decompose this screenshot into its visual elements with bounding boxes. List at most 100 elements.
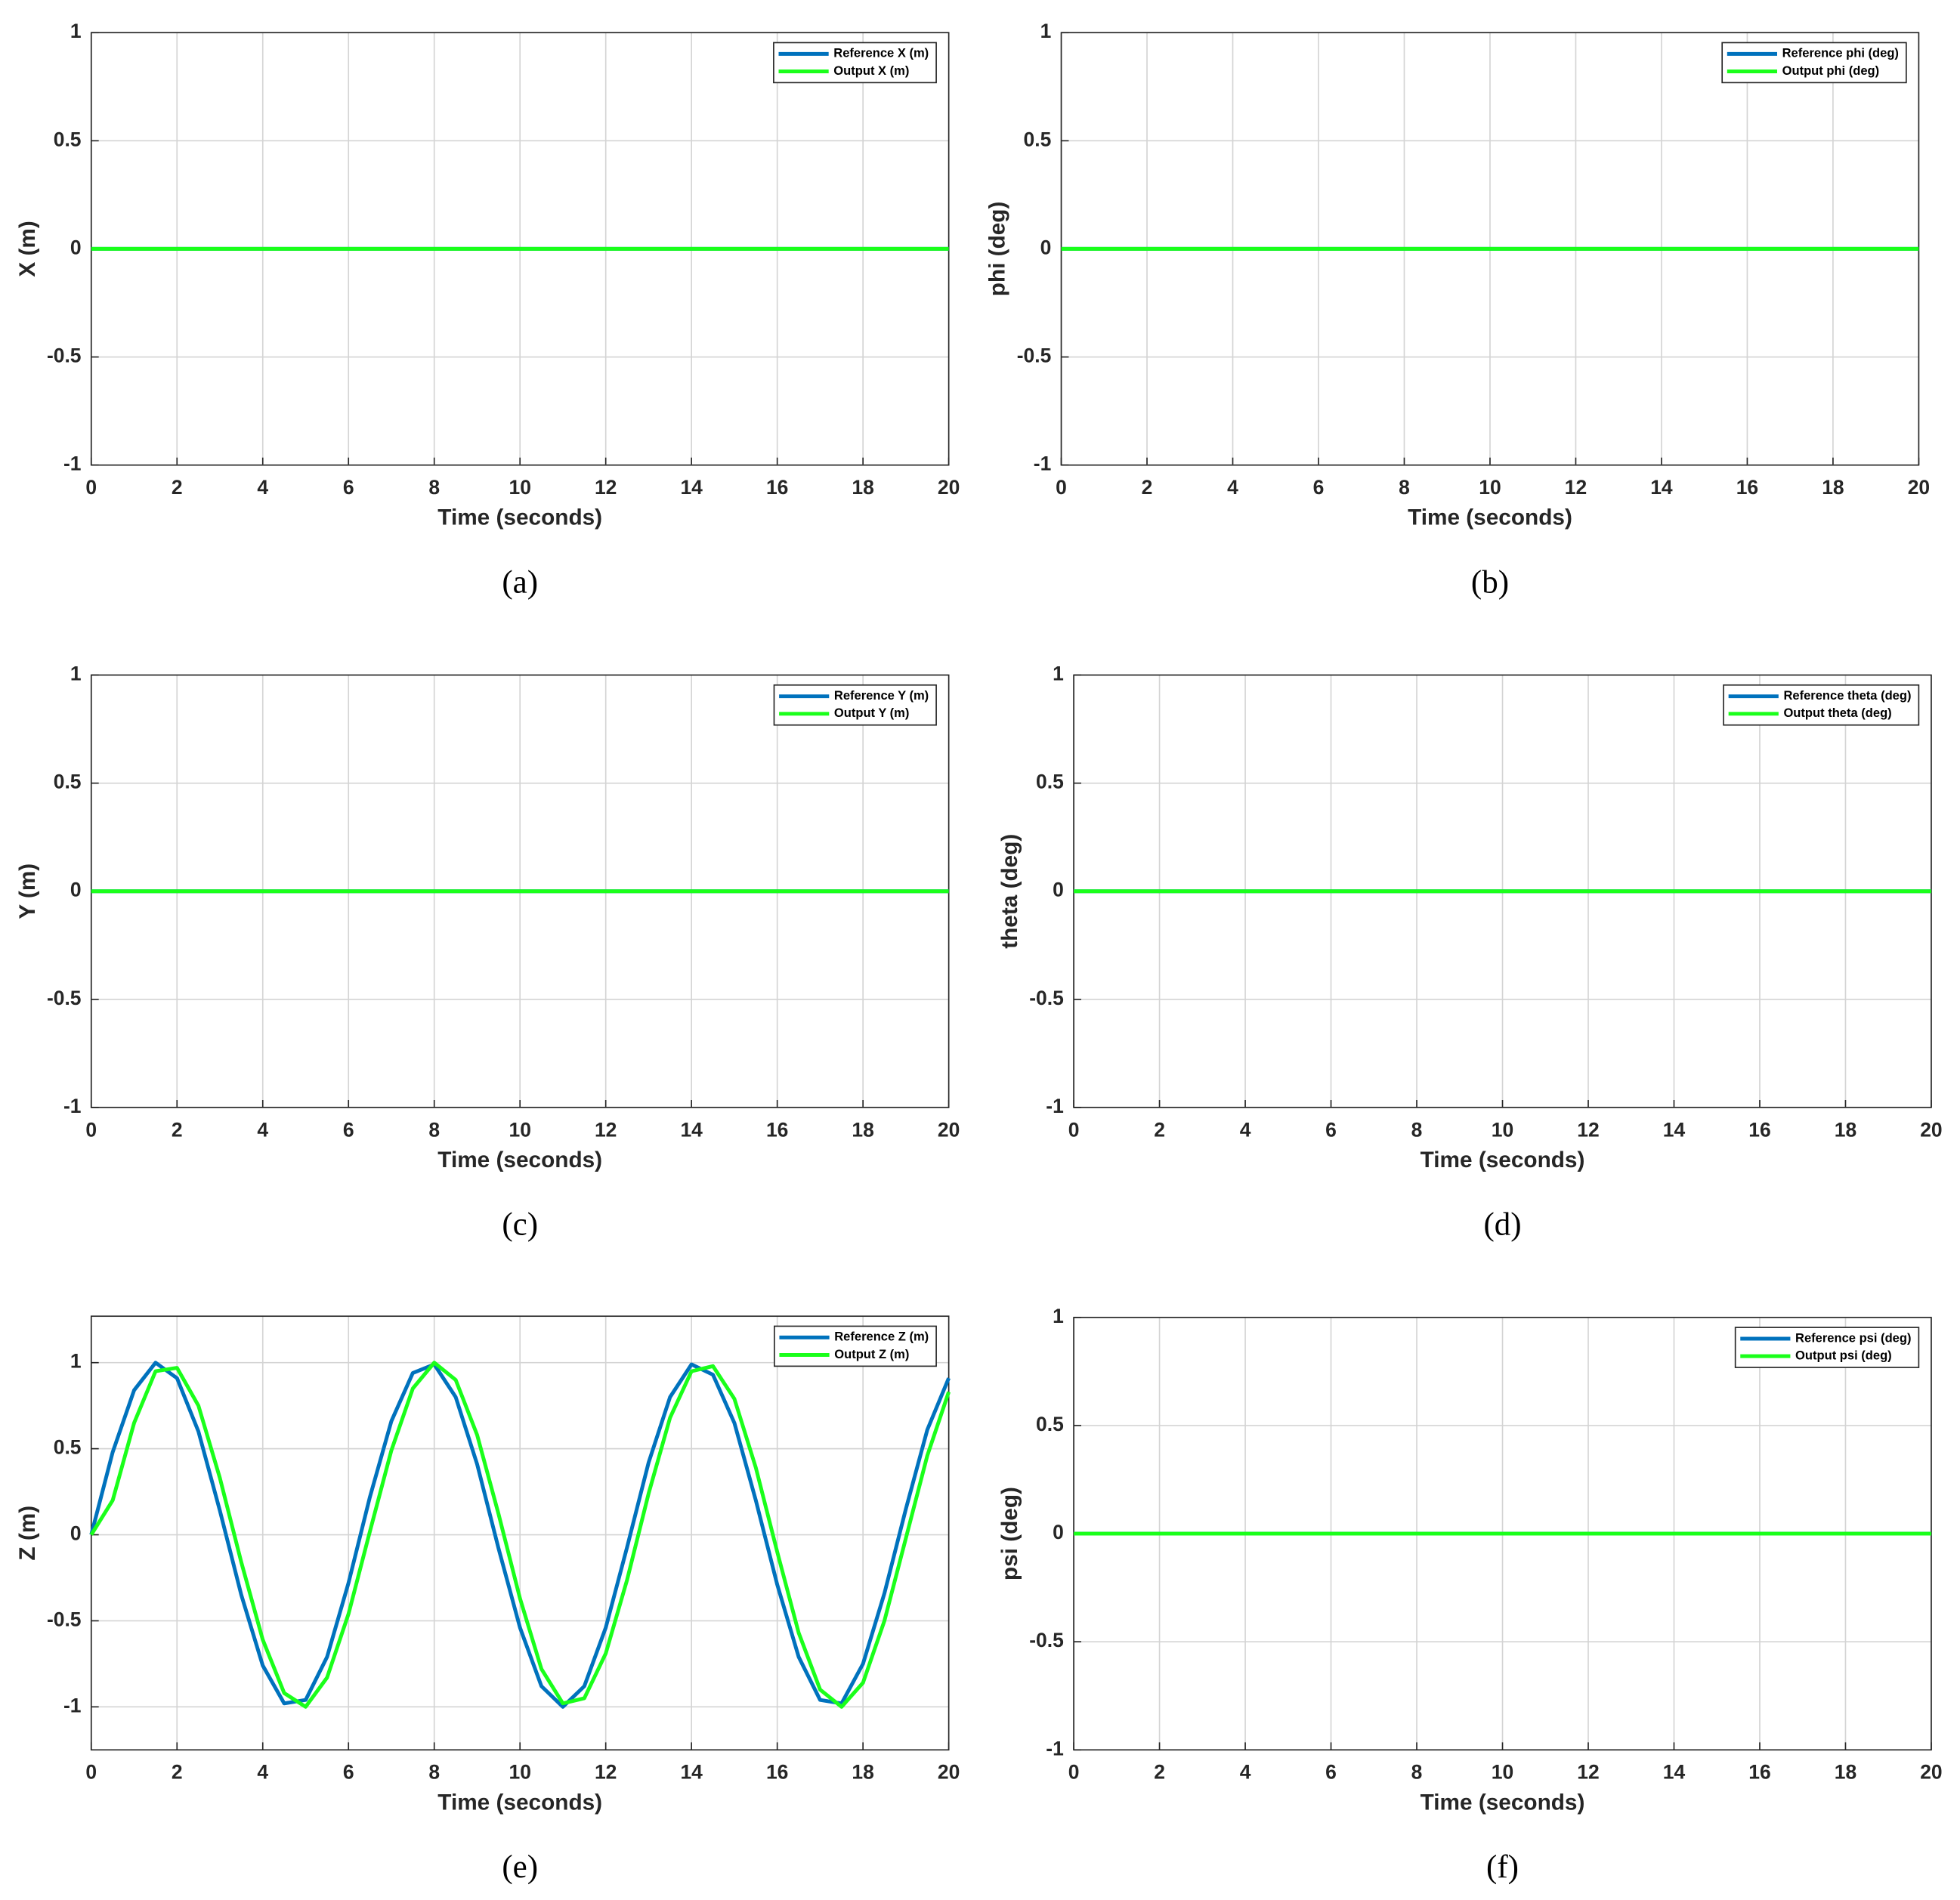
x-tick-label: 12 — [1577, 1761, 1599, 1784]
x-tick-label: 8 — [1411, 1118, 1423, 1141]
x-tick-label: 18 — [1835, 1761, 1856, 1784]
x-tick-label: 18 — [1822, 476, 1844, 499]
caption: (c) — [502, 1207, 538, 1243]
x-tick-label: 8 — [1399, 476, 1410, 499]
legend-box — [773, 1325, 937, 1367]
y-tick-label: 0.5 — [54, 1436, 82, 1459]
panel: 0 2 4 6 8 10 12 14 16 18 20 -1 -0.5 0 0.5 1 Time (second… — [15, 1315, 960, 1885]
x-axis-label: Time (seconds) — [1421, 1148, 1585, 1172]
legend-label: Output Z (m) — [834, 1347, 909, 1361]
caption: (a) — [502, 564, 538, 600]
x-tick-label: 18 — [1835, 1118, 1856, 1141]
x-tick-label: 10 — [509, 1761, 530, 1784]
legend-label: Reference theta (deg) — [1783, 688, 1911, 703]
x-tick-label: 18 — [852, 1118, 873, 1141]
x-tick-label: 0 — [85, 476, 97, 499]
x-tick-label: 20 — [938, 1761, 960, 1784]
panel: 0 2 4 6 8 10 12 14 16 18 20 -1 -0.5 0 0.5 1 Time (second… — [15, 20, 960, 600]
legend-label: Reference X (m) — [833, 46, 929, 60]
x-tick-label: 8 — [428, 1761, 440, 1784]
legend-box — [1721, 42, 1907, 84]
x-tick-label: 0 — [85, 1118, 97, 1141]
panel: 0 2 4 6 8 10 12 14 16 18 20 -1 -0.5 0 0.5 1 Time (second… — [15, 663, 960, 1243]
x-tick-label: 2 — [172, 1118, 183, 1141]
legend-label: Reference Z (m) — [834, 1330, 929, 1344]
x-tick-label: 0 — [85, 1761, 97, 1784]
x-tick-label: 4 — [257, 476, 268, 499]
y-tick-label: 0.5 — [54, 128, 82, 150]
x-tick-label: 4 — [257, 1118, 268, 1141]
y-tick-label: 0.5 — [1036, 1413, 1064, 1435]
x-tick-label: 10 — [509, 1118, 530, 1141]
legend-label: Reference Y (m) — [834, 688, 929, 703]
legend-label: Output theta (deg) — [1783, 706, 1891, 720]
x-tick-label: 10 — [509, 476, 530, 499]
y-axis-label: phi (deg) — [985, 202, 1010, 297]
caption: (e) — [502, 1849, 538, 1885]
x-tick-label: 18 — [852, 476, 873, 499]
x-tick-label: 20 — [938, 1118, 960, 1141]
legend: Reference Z (m) Output Z (m) — [773, 1325, 937, 1367]
legend: Reference theta (deg) Output theta (deg) — [1723, 684, 1920, 726]
x-tick-label: 4 — [1240, 1118, 1251, 1141]
y-tick-label: 1 — [70, 1350, 82, 1373]
legend-label: Output psi (deg) — [1795, 1349, 1892, 1363]
panel: 0 2 4 6 8 10 12 14 16 18 20 -1 -0.5 0 0.5 1 Time (second… — [997, 663, 1942, 1243]
x-tick-label: 16 — [766, 1118, 788, 1141]
y-tick-label: 1 — [70, 663, 82, 685]
legend-box — [773, 42, 937, 84]
x-tick-label: 14 — [1663, 1118, 1686, 1141]
caption: (f) — [1486, 1849, 1519, 1885]
y-tick-label: -0.5 — [1017, 344, 1052, 367]
x-tick-label: 0 — [1068, 1118, 1080, 1141]
y-tick-label: -1 — [1046, 1095, 1064, 1117]
x-tick-label: 6 — [343, 1118, 354, 1141]
x-tick-label: 4 — [1227, 476, 1238, 499]
y-axis-label: Y (m) — [15, 863, 40, 919]
x-tick-label: 10 — [1479, 476, 1501, 499]
caption: (d) — [1483, 1207, 1521, 1243]
y-tick-label: 1 — [1040, 20, 1052, 42]
x-tick-label: 16 — [766, 476, 788, 499]
x-tick-label: 2 — [1154, 1761, 1165, 1784]
legend-box — [773, 684, 937, 726]
x-tick-label: 6 — [1313, 476, 1325, 499]
y-tick-label: -0.5 — [1029, 1629, 1064, 1651]
x-axis-label: Time (seconds) — [437, 1790, 602, 1815]
x-tick-label: 20 — [1920, 1118, 1942, 1141]
y-tick-label: 0 — [70, 1522, 82, 1545]
x-tick-label: 6 — [1325, 1118, 1337, 1141]
x-tick-label: 12 — [595, 1761, 617, 1784]
x-tick-label: 2 — [1142, 476, 1153, 499]
y-tick-label: 0.5 — [1024, 128, 1052, 150]
panel: 0 2 4 6 8 10 12 14 16 18 20 -1 -0.5 0 0.5 1 Time (second… — [997, 1305, 1942, 1885]
x-tick-label: 8 — [428, 476, 440, 499]
x-tick-label: 20 — [1908, 476, 1930, 499]
y-tick-label: 0.5 — [54, 771, 82, 793]
x-tick-label: 14 — [680, 1118, 703, 1141]
x-tick-label: 2 — [172, 1761, 183, 1784]
y-axis-label: X (m) — [15, 221, 40, 277]
x-tick-label: 16 — [1748, 1118, 1770, 1141]
legend-label: Output X (m) — [833, 63, 909, 78]
y-axis-label: theta (deg) — [997, 834, 1022, 949]
x-tick-label: 20 — [938, 476, 960, 499]
legend: Reference phi (deg) Output phi (deg) — [1721, 42, 1907, 84]
x-tick-label: 10 — [1492, 1761, 1513, 1784]
x-tick-label: 18 — [852, 1761, 873, 1784]
x-tick-label: 6 — [1325, 1761, 1337, 1784]
x-tick-label: 8 — [428, 1118, 440, 1141]
x-tick-label: 14 — [680, 476, 703, 499]
x-tick-label: 6 — [343, 1761, 354, 1784]
y-tick-label: 0 — [70, 879, 82, 901]
x-tick-label: 16 — [766, 1761, 788, 1784]
y-tick-label: -1 — [63, 1095, 82, 1117]
x-tick-label: 20 — [1920, 1761, 1942, 1784]
legend: Reference psi (deg) Output psi (deg) — [1734, 1327, 1920, 1368]
y-tick-label: -0.5 — [47, 1608, 82, 1630]
x-tick-label: 12 — [1577, 1118, 1599, 1141]
x-tick-label: 10 — [1492, 1118, 1513, 1141]
x-tick-label: 2 — [1154, 1118, 1165, 1141]
